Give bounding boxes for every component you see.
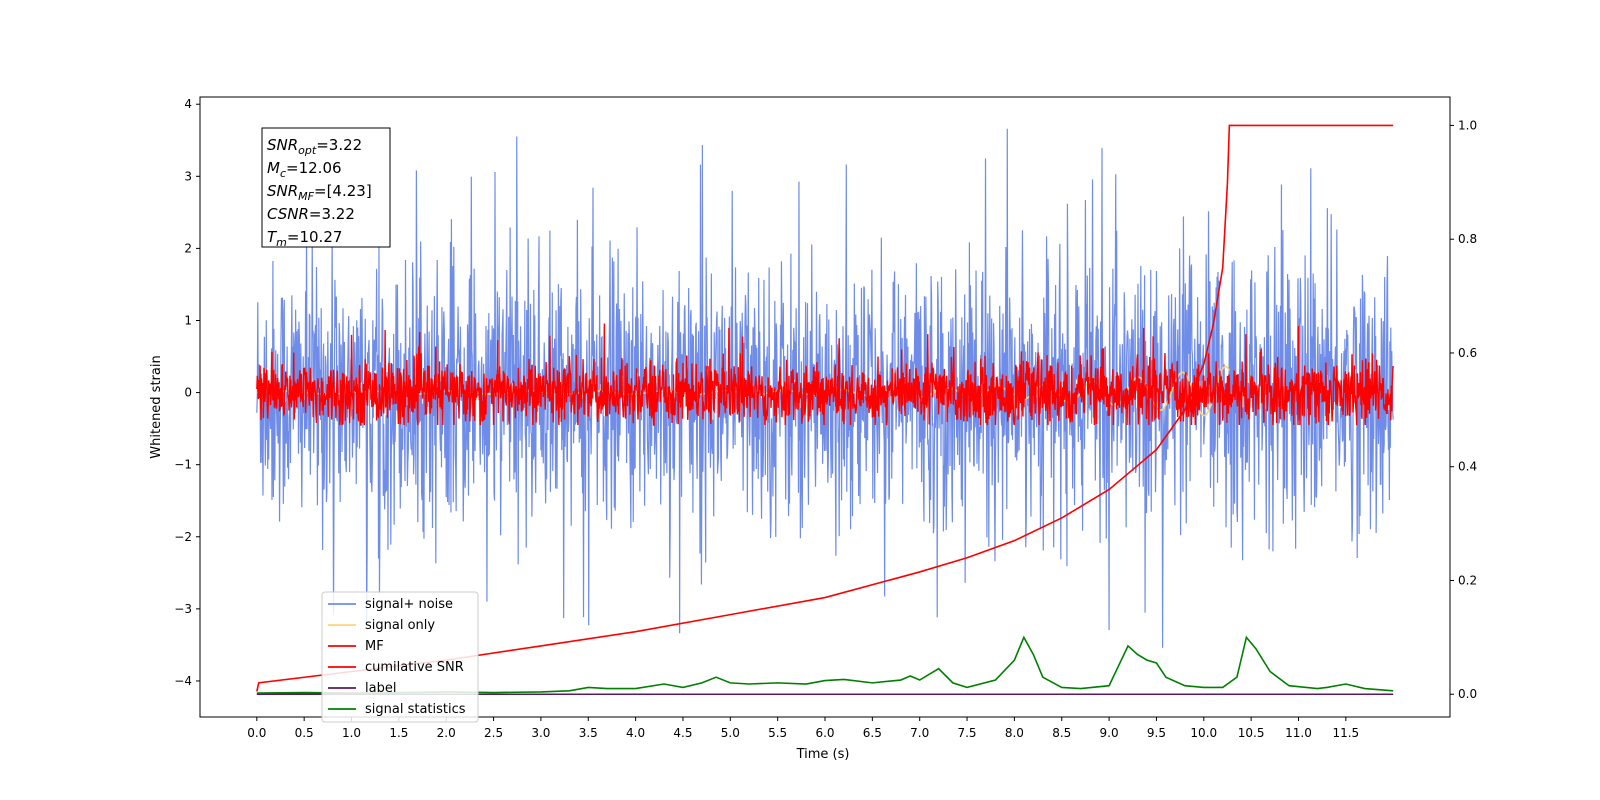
- x-tick-label: 11.5: [1332, 726, 1359, 740]
- x-tick-label: 9.5: [1147, 726, 1166, 740]
- x-tick-label: 2.5: [484, 726, 503, 740]
- legend-entry: MF: [365, 639, 384, 654]
- x-tick-label: 8.5: [1052, 726, 1071, 740]
- x-tick-label: 7.0: [910, 726, 929, 740]
- annotation-line: Mc=12.06: [267, 159, 342, 180]
- y-tick-label: 0: [184, 386, 192, 400]
- x-tick-label: 2.0: [437, 726, 456, 740]
- y-axis-left: 4 3 2 1 0 −1 −2 −3 −4: [174, 97, 200, 688]
- x-tick-label: 9.0: [1100, 726, 1119, 740]
- y2-tick-label: 0.4: [1458, 460, 1477, 474]
- annotation-frame: [261, 127, 391, 248]
- series-signal-noise: [256, 128, 1394, 648]
- y2-tick-label: 0.0: [1458, 687, 1477, 701]
- x-tick-label: 5.0: [721, 726, 740, 740]
- y-axis-label: Whitened strain: [149, 355, 164, 458]
- x-tick-label: 8.0: [1005, 726, 1024, 740]
- x-tick-label: 11.0: [1285, 726, 1312, 740]
- legend-entry: signal statistics: [365, 702, 466, 717]
- y-tick-label: −3: [174, 602, 192, 616]
- y-tick-label: 2: [184, 241, 192, 255]
- x-tick-label: 1.0: [342, 726, 361, 740]
- series-mf: [256, 323, 1394, 426]
- y-tick-label: −2: [174, 530, 192, 544]
- legend-entry: cumilative SNR: [365, 660, 464, 675]
- x-tick-label: 3.0: [531, 726, 550, 740]
- x-tick-label: 4.5: [673, 726, 692, 740]
- x-tick-label: 7.5: [957, 726, 976, 740]
- legend-frame: [321, 591, 479, 723]
- x-tick-label: 0.5: [295, 726, 314, 740]
- legend: signal+ noise signal only MF cumilative SNR…: [321, 591, 479, 723]
- y-tick-label: 1: [184, 313, 192, 327]
- y2-tick-label: 0.8: [1458, 232, 1477, 246]
- y2-tick-label: 1.0: [1458, 118, 1477, 132]
- x-axis-label: Time (s): [796, 747, 850, 762]
- y2-tick-label: 0.6: [1458, 346, 1477, 360]
- legend-entry: signal+ noise: [365, 597, 453, 612]
- x-tick-label: 3.5: [579, 726, 598, 740]
- legend-entry: signal only: [365, 618, 435, 633]
- y-tick-label: 3: [184, 169, 192, 183]
- x-tick-label: 10.0: [1190, 726, 1217, 740]
- x-axis: 0.0 0.5 1.0 1.5 2.0 2.5 3.0 3.5 4.0 4.5 5.0 5.5 6.0 6…: [247, 717, 1359, 740]
- y-tick-label: 4: [184, 97, 192, 111]
- x-tick-label: 10.5: [1238, 726, 1265, 740]
- y-axis-right: 1.0 0.8 0.6 0.4 0.2 0.0: [1450, 118, 1477, 701]
- y-tick-label: −4: [174, 674, 192, 688]
- x-tick-label: 1.5: [389, 726, 408, 740]
- annotation-line: Tm=10.27: [267, 228, 342, 249]
- x-tick-label: 6.0: [815, 726, 834, 740]
- annotation-line: CSNR=3.22: [267, 205, 355, 223]
- legend-entry: label: [365, 681, 396, 696]
- y2-tick-label: 0.2: [1458, 573, 1477, 587]
- y-tick-label: −1: [174, 458, 192, 472]
- annotation-line: SNRMF=[4.23]: [267, 182, 372, 203]
- x-tick-label: 6.5: [863, 726, 882, 740]
- x-tick-label: 0.0: [247, 726, 266, 740]
- x-tick-label: 5.5: [768, 726, 787, 740]
- series-signal-statistics: [256, 635, 1394, 694]
- annotation-line: SNRopt=3.22: [267, 136, 362, 157]
- x-tick-label: 4.0: [626, 726, 645, 740]
